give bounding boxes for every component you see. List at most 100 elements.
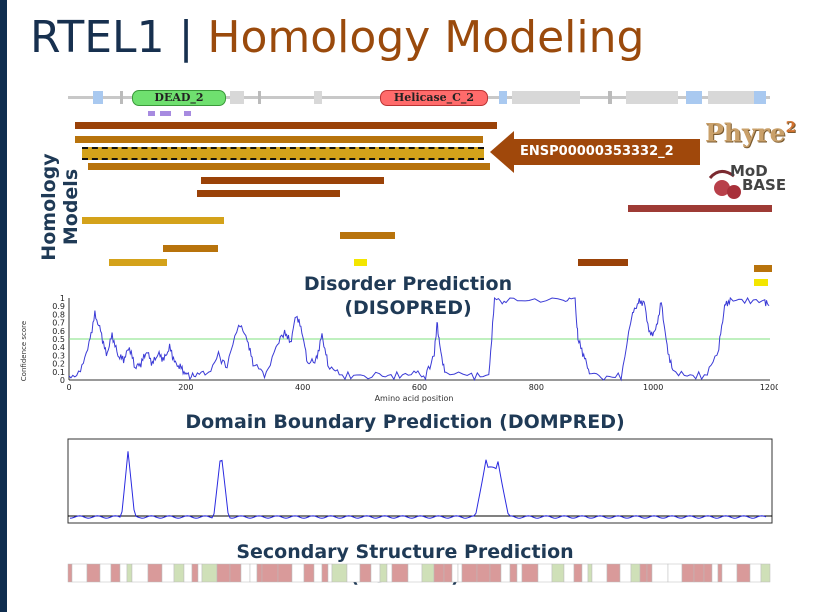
model-bar [340,232,395,239]
homology-label-line2: Models [60,168,82,246]
psipred-cell [110,563,121,583]
psipred-cell [537,563,553,583]
psipred-cell [86,563,101,583]
dompred-heading: Domain Boundary Prediction (DOMPRED) [185,411,625,433]
model-bar [754,279,768,286]
domain-segment [512,91,580,104]
psipred-cell [216,563,231,583]
psipred-cell [476,563,491,583]
domain-segment [626,91,678,104]
phyre2-logo: Phyre2 [705,118,796,147]
psipred-cell [256,563,263,583]
psipred-cell [521,563,539,583]
disopred-ytick: 1 [60,294,65,303]
psipred-cell [703,563,713,583]
model-bar [82,217,224,224]
psipred-cell [721,563,738,583]
domain-segment [708,91,756,104]
psipred-cell [346,563,361,583]
motif-marker [148,111,155,116]
psipred-cell [500,563,511,583]
disopred-ytick: 0.4 [52,343,65,352]
psipred-cell [509,563,518,583]
psipred-cell [173,563,185,583]
psipred-cell [71,563,88,583]
psipred-cell [99,563,112,583]
psipred-heading-line1: Secondary Structure Prediction [236,541,574,563]
disopred-ytick: 0.9 [52,302,65,311]
psipred-cell [651,563,669,583]
psipred-cell [407,563,423,583]
psipred-cell [261,563,279,583]
psipred-cell [443,563,453,583]
model-bar [75,122,497,129]
domain-segment [608,91,612,104]
disopred-heading: Disorder Prediction (DISOPRED) [268,272,548,320]
motif-marker [160,111,171,116]
page-title: RTEL1 | Homology Modeling [30,12,644,64]
motif-marker [184,111,191,116]
psipred-cell [327,563,333,583]
model-bar [754,265,772,272]
domain-segment [686,91,702,104]
dompred-series-line [69,451,767,519]
dompred-plot [67,438,773,524]
psipred-cell [760,563,771,583]
psipred-cell [551,563,565,583]
psipred-cell [433,563,445,583]
psipred-cell [147,563,163,583]
psipred-cell [630,563,641,583]
phyre-logo-text: Phyre [705,118,786,148]
disopred-series-line [68,296,770,382]
disopred-ytick: 0.8 [52,310,65,319]
psipred-cell [391,563,409,583]
domain-helicase-c2: Helicase_C_2 [380,90,488,106]
disopred-xtick: 400 [295,383,310,392]
domain-segment [93,91,103,104]
title-subtitle: Homology Modeling [207,12,645,63]
disopred-ytick: 0.7 [52,319,65,328]
homology-models-label: Homology Models [24,145,94,260]
psipred-cell [711,563,719,583]
left-accent-bar [0,0,7,612]
psipred-cell [229,563,242,583]
disopred-xtick: 0 [66,383,71,392]
psipred-cell [573,563,583,583]
psipred-cell [681,563,695,583]
disopred-xtick: 800 [529,383,544,392]
psipred-cell [667,563,683,583]
disopred-xtick: 600 [412,383,427,392]
psipred-cell [201,563,218,583]
phyre-logo-sup: 2 [785,118,797,136]
disopred-heading-line2: (DISOPRED) [344,297,472,319]
domain-segment [754,91,766,104]
title-main: RTEL1 [30,12,165,63]
psipred-cell [191,563,199,583]
psipred-cell [606,563,621,583]
psipred-cell [489,563,502,583]
model-bar [75,136,483,143]
psipred-cell [313,563,323,583]
psipred-cell [591,563,608,583]
disopred-ylabel: Confidence score [20,321,28,381]
psipred-cell [451,563,459,583]
modbase-logo: MoD BASE [704,158,788,202]
model-arrow-label: ENSP00000353332_2 [512,139,700,165]
psipred-cell [67,563,73,583]
model-bar [628,205,772,212]
psipred-cell [693,563,705,583]
disopred-ytick: 0.2 [52,360,65,369]
homology-label-line1: Homology [38,153,60,261]
model-bar [109,259,167,266]
psipred-cell [717,563,723,583]
disopred-xtick: 1200 [760,383,778,392]
psipred-cell [646,563,653,583]
psipred-cell [563,563,575,583]
disopred-ytick: 0.5 [52,335,65,344]
title-separator: | [178,12,194,63]
psipred-cell [249,563,258,583]
disopred-xlabel: Amino acid position [375,394,454,403]
domain-segment [314,91,322,104]
psipred-cell [321,563,329,583]
psipred-cell [461,563,478,583]
